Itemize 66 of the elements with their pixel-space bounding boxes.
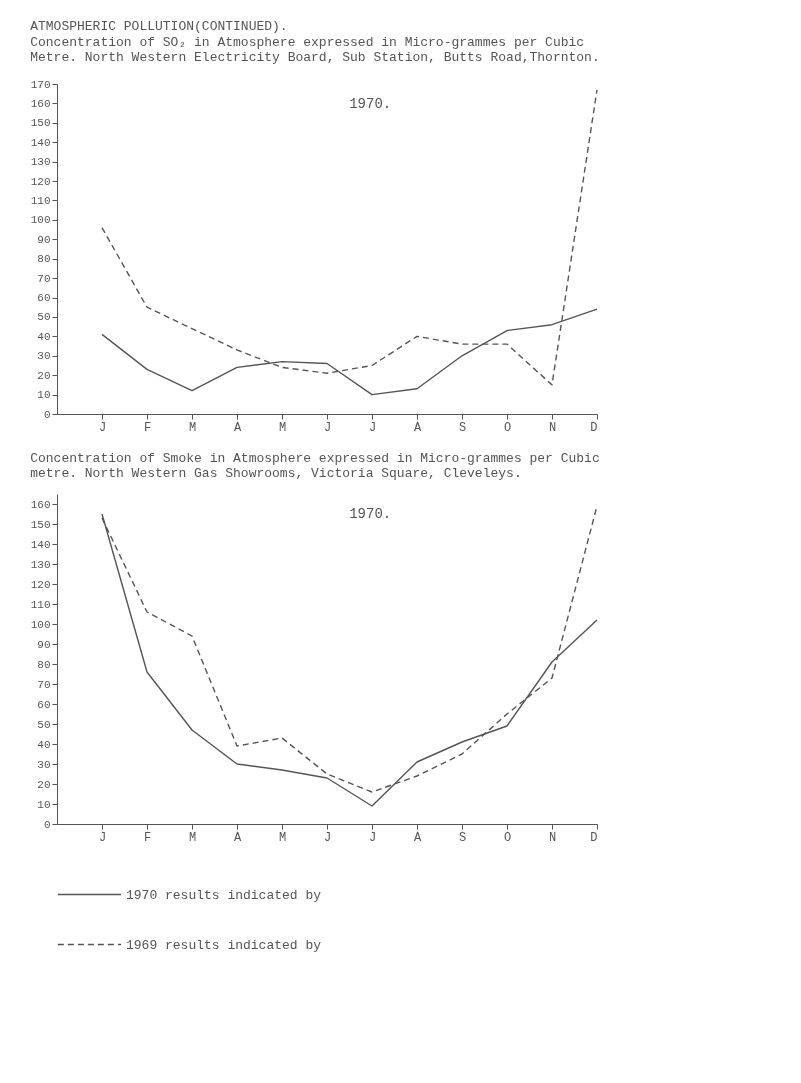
y-tick-label: 110 [30, 194, 51, 207]
y-tick-label: 70 [37, 272, 51, 285]
x-tick-label: J [98, 830, 107, 845]
y-tick-label: 90 [37, 233, 51, 246]
y-tick-label: 20 [37, 369, 51, 382]
y-tick-label: 60 [37, 698, 51, 711]
y-tick-label: 150 [30, 117, 51, 130]
annotation: 1970. [349, 96, 392, 112]
y-tick-label: 80 [37, 253, 51, 266]
x-tick-label: F [143, 420, 152, 435]
x-tick-label: N [548, 830, 557, 845]
x-tick-label: F [143, 830, 152, 845]
y-tick-label: 110 [30, 598, 51, 611]
y-tick-label: 150 [30, 518, 51, 531]
y-tick-label: 40 [37, 738, 51, 751]
y-tick-label: 80 [37, 658, 51, 671]
y-tick-label: 30 [37, 758, 51, 771]
y-tick-label: 130 [30, 558, 51, 571]
x-tick-label: O [503, 830, 512, 845]
annotation: 1970. [349, 506, 392, 522]
x-tick-label: A [413, 830, 422, 845]
x-tick-label: M [188, 420, 197, 435]
y-tick-label: 100 [30, 214, 51, 227]
x-tick-label: J [368, 420, 377, 435]
y-tick-label: 10 [37, 798, 51, 811]
y-tick-label: 30 [37, 350, 51, 363]
x-tick-label: J [368, 830, 377, 845]
x-tick-label: A [233, 420, 242, 435]
y-tick-label: 140 [30, 136, 51, 149]
x-tick-label: M [278, 420, 287, 435]
y-tick-label: 20 [37, 778, 51, 791]
y-tick-label: 0 [43, 408, 51, 421]
legend-label: 1970 results indicated by [126, 887, 322, 903]
y-tick-label: 120 [30, 175, 51, 188]
legend-label: 1969 results indicated by [126, 937, 322, 953]
y-tick-label: 10 [37, 389, 51, 402]
x-tick-label: J [98, 420, 107, 435]
chart-title: ATMOSPHERIC POLLUTION(CONTINUED). [30, 19, 288, 34]
x-tick-label: O [503, 420, 512, 435]
chart-title: Concentration of Smoke in Atmosphere expressed in Micro-grammes per Cubic metre. North Western Gas Showrooms, Victoria Square, Cleveleys. [30, 451, 600, 481]
chart-subtitle: Concentration of SO₂ in Atmosphere expressed in Micro-grammes per Cubic Metre. North Western Electricity Board, Sub Station, Butts Road,Thornton. [30, 35, 600, 65]
x-tick-label: M [188, 830, 197, 845]
y-tick-label: 50 [37, 311, 51, 324]
y-tick-label: 50 [37, 718, 51, 731]
x-tick-label: A [233, 830, 242, 845]
y-tick-label: 90 [37, 638, 51, 651]
y-tick-label: 0 [43, 818, 51, 831]
y-tick-label: 140 [30, 538, 51, 551]
x-tick-label: A [413, 420, 422, 435]
y-tick-label: 130 [30, 156, 51, 169]
x-tick-label: D [590, 830, 598, 845]
x-tick-label: M [278, 830, 287, 845]
x-tick-label: J [323, 420, 332, 435]
y-tick-label: 120 [30, 578, 51, 591]
x-tick-label: S [458, 420, 467, 435]
x-tick-label: J [323, 830, 332, 845]
x-tick-label: S [458, 830, 467, 845]
x-tick-label: N [548, 420, 557, 435]
x-tick-label: D [590, 420, 598, 435]
y-tick-label: 100 [30, 618, 51, 631]
y-tick-label: 60 [37, 292, 51, 305]
y-tick-label: 70 [37, 678, 51, 691]
y-tick-label: 160 [30, 97, 51, 110]
y-tick-label: 160 [30, 498, 51, 511]
y-tick-label: 170 [30, 78, 51, 91]
y-tick-label: 40 [37, 330, 51, 343]
